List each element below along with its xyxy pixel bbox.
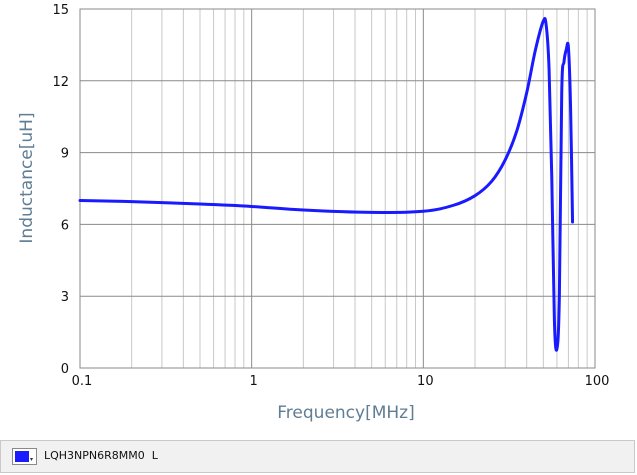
y-tick-label: 6 <box>61 218 69 233</box>
inductance-chart: 0 3 6 9 12 15 0.1 1 10 100 Frequency[MHz] Induct… <box>17 3 610 423</box>
series-color-swatch <box>15 451 29 462</box>
series-line <box>78 17 575 352</box>
chevron-down-icon: ▾ <box>30 457 34 463</box>
y-tick-label: 9 <box>61 147 69 162</box>
x-tick-label: 1 <box>250 374 258 389</box>
plot-background <box>79 8 596 369</box>
y-tick-label: 12 <box>52 75 69 90</box>
y-tick-labels: 0 3 6 9 12 15 <box>52 3 69 377</box>
legend-bar: ▾ LQH3NPN6R8MM0 L <box>0 440 635 473</box>
x-tick-labels: 0.1 1 10 100 <box>72 374 610 389</box>
grid-lines <box>79 8 596 369</box>
x-axis-label: Frequency[MHz] <box>277 403 414 423</box>
y-axis-label: Inductance[uH] <box>17 112 37 243</box>
y-tick-label: 15 <box>52 3 69 18</box>
legend-series-label: LQH3NPN6R8MM0 L <box>44 449 158 462</box>
x-tick-label: 10 <box>417 374 434 389</box>
series-group <box>78 17 575 352</box>
x-tick-label: 0.1 <box>72 374 93 389</box>
y-tick-label: 0 <box>61 362 69 377</box>
x-tick-label: 100 <box>585 374 610 389</box>
series-color-picker[interactable]: ▾ <box>12 448 37 465</box>
y-tick-label: 3 <box>61 290 69 305</box>
